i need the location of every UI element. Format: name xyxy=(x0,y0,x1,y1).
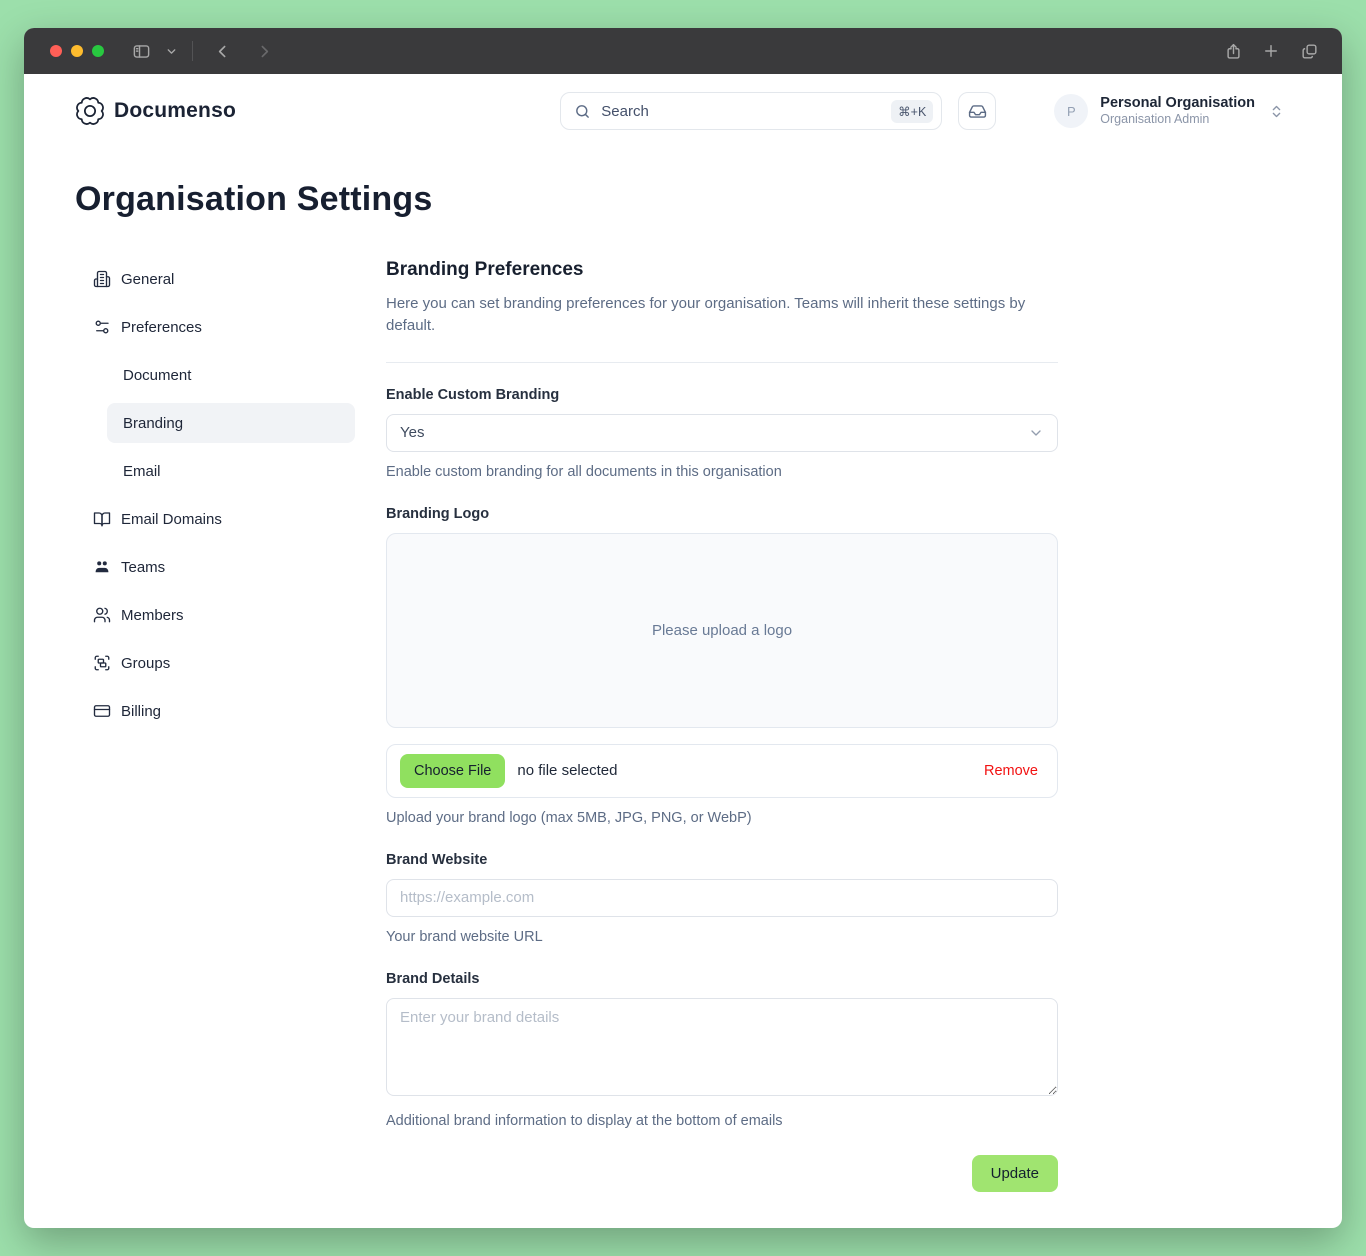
browser-window: Documenso ⌘+K P Personal Organisation Or… xyxy=(24,28,1342,1228)
brand-website-field: Brand Website Your brand website URL xyxy=(386,852,1058,945)
sidebar-item-label: Branding xyxy=(123,414,184,432)
divider xyxy=(386,361,1058,363)
sidebar-item-label: Email Domains xyxy=(121,510,222,528)
app-header: Documenso ⌘+K P Personal Organisation Or… xyxy=(24,74,1342,148)
toolbar-separator xyxy=(192,41,193,61)
section-description: Here you can set branding preferences fo… xyxy=(386,295,1026,334)
page-title: Organisation Settings xyxy=(75,180,433,218)
section-heading: Branding Preferences xyxy=(386,259,584,280)
sidebar-item-teams[interactable]: Teams xyxy=(93,547,355,587)
settings-nav: General Preferences Document Branding Em… xyxy=(93,259,355,1192)
sidebar-item-email[interactable]: Email xyxy=(107,451,355,491)
brand-details-field: Brand Details Additional brand informati… xyxy=(386,971,1058,1129)
search-shortcut-badge: ⌘+K xyxy=(891,99,934,123)
choose-file-button[interactable]: Choose File xyxy=(400,753,506,788)
brand-details-textarea[interactable] xyxy=(386,997,1058,1096)
share-icon[interactable] xyxy=(1218,36,1248,66)
tab-overview-icon[interactable] xyxy=(1294,36,1324,66)
users-icon xyxy=(93,606,111,624)
logo-empty-text: Please upload a logo xyxy=(651,621,793,639)
sidebar-item-label: Members xyxy=(121,606,184,624)
enable-custom-branding-select[interactable]: Yes xyxy=(386,413,1058,452)
sidebar-item-label: Document xyxy=(123,366,192,384)
sidebar-item-general[interactable]: General xyxy=(93,259,355,299)
brand-website-hint: Your brand website URL xyxy=(386,928,543,945)
sidebar-item-groups[interactable]: Groups xyxy=(93,643,355,683)
organisation-role: Organisation Admin xyxy=(1100,112,1210,127)
search-icon xyxy=(574,103,591,120)
sliders-icon xyxy=(93,318,111,336)
branding-logo-field: Branding Logo Please upload a logo Choos… xyxy=(386,506,1058,826)
brand-details-label: Brand Details xyxy=(386,970,480,987)
avatar: P xyxy=(1054,94,1089,128)
branding-logo-label: Branding Logo xyxy=(386,505,490,522)
sidebar-item-label: Groups xyxy=(121,654,171,672)
file-status-text: no file selected xyxy=(517,762,618,779)
sidebar-item-billing[interactable]: Billing xyxy=(93,691,355,731)
select-value: Yes xyxy=(400,424,425,441)
tab-group-chevron-icon[interactable] xyxy=(156,36,186,66)
logo-file-input: Choose File no file selected Remove xyxy=(386,743,1058,798)
enable-custom-branding-field: Enable Custom Branding Yes Enable custom… xyxy=(386,387,1058,480)
branding-preferences-panel: Branding Preferences Here you can set br… xyxy=(386,259,1058,1192)
search-box[interactable]: ⌘+K xyxy=(560,92,943,130)
remove-logo-button[interactable]: Remove xyxy=(984,763,1044,779)
sidebar-item-label: Teams xyxy=(121,558,166,576)
book-open-icon xyxy=(93,510,111,528)
sidebar-item-members[interactable]: Members xyxy=(93,595,355,635)
search-input[interactable] xyxy=(601,102,882,120)
building-icon xyxy=(93,270,111,288)
sidebar-item-email-domains[interactable]: Email Domains xyxy=(93,499,355,539)
forward-button-icon xyxy=(249,36,279,66)
inbox-button[interactable] xyxy=(958,92,997,130)
organisation-switcher[interactable]: P Personal Organisation Organisation Adm… xyxy=(1054,94,1284,128)
people-group-icon xyxy=(93,558,111,576)
brand[interactable]: Documenso xyxy=(76,97,236,125)
new-tab-plus-icon[interactable] xyxy=(1256,36,1286,66)
minimize-window-button[interactable] xyxy=(71,45,83,57)
logo-preview-area: Please upload a logo xyxy=(386,532,1058,728)
enable-custom-branding-label: Enable Custom Branding xyxy=(386,386,560,403)
zoom-window-button[interactable] xyxy=(92,45,104,57)
sidebar-item-branding[interactable]: Branding xyxy=(107,403,355,443)
documenso-logo-icon xyxy=(76,97,104,125)
sidebar-item-preferences[interactable]: Preferences xyxy=(93,307,355,347)
enable-custom-branding-hint: Enable custom branding for all documents… xyxy=(386,463,782,480)
chevrons-up-down-icon xyxy=(1269,104,1284,119)
window-controls xyxy=(50,45,104,57)
back-button-icon[interactable] xyxy=(207,36,237,66)
sidebar-item-label: Billing xyxy=(121,702,162,720)
chevron-down-icon xyxy=(1028,425,1044,441)
brand-details-hint: Additional brand information to display … xyxy=(386,1112,783,1129)
titlebar xyxy=(24,28,1342,74)
update-button[interactable]: Update xyxy=(971,1154,1058,1192)
brand-name: Documenso xyxy=(114,99,236,122)
sidebar-item-label: Preferences xyxy=(121,318,202,336)
inbox-icon xyxy=(968,102,987,121)
organisation-name: Personal Organisation xyxy=(1100,95,1255,112)
sidebar-toggle-icon[interactable] xyxy=(126,36,156,66)
sidebar-item-label: Email xyxy=(123,462,161,480)
brand-website-input[interactable] xyxy=(386,878,1058,917)
sidebar-item-document[interactable]: Document xyxy=(107,355,355,395)
sidebar-item-label: General xyxy=(121,270,175,288)
group-frames-icon xyxy=(93,654,111,672)
branding-logo-hint: Upload your brand logo (max 5MB, JPG, PN… xyxy=(386,809,752,826)
credit-card-icon xyxy=(93,702,111,720)
brand-website-label: Brand Website xyxy=(386,851,488,868)
close-window-button[interactable] xyxy=(50,45,62,57)
